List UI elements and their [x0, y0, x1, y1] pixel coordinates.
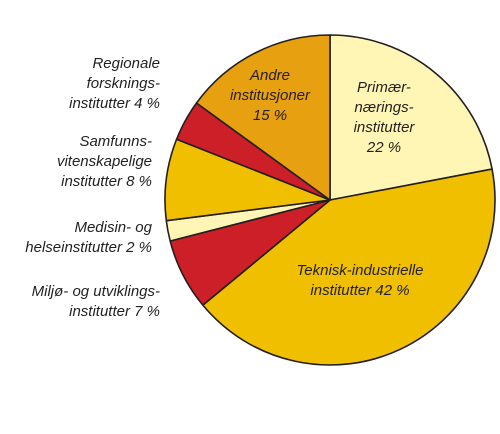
pie-slice-1	[202, 168, 496, 366]
slice-label-1: Teknisk-industrielle institutter 42 %	[296, 262, 423, 299]
slice-label-4: Samfunns-vitenskapelige institutter 8 %	[57, 133, 152, 190]
pie-slices	[164, 34, 496, 366]
pie-labels: Primær-nærings-institutter 22 % Teknisk-in…	[25, 55, 423, 320]
pie-slice-6	[195, 34, 331, 201]
slice-label-5: Regionale forsknings-institutter 4 %	[69, 55, 160, 112]
slice-label-3: Medisin- og helseinstitutter 2 %	[25, 219, 152, 256]
slice-label-2: Miljø- og utviklings-institutter 7 %	[32, 283, 160, 320]
slice-label-0: Primær-nærings-institutter 22 %	[354, 79, 416, 156]
pie-slice-0	[329, 34, 493, 201]
slice-label-6: Andre institusjoner 15 %	[230, 67, 311, 124]
